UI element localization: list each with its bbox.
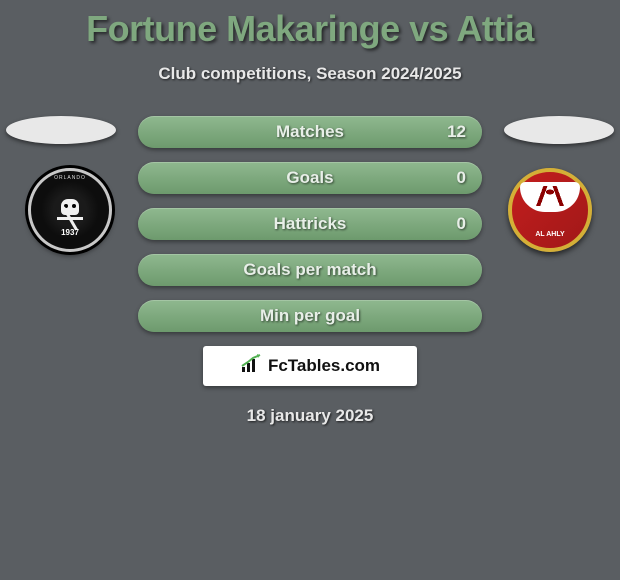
- eagle-icon: [528, 186, 572, 206]
- stat-row-hattricks: Hattricks 0: [138, 208, 482, 240]
- stat-row-matches: Matches 12: [138, 116, 482, 148]
- crossbones-icon: [57, 217, 83, 220]
- right-club-badge: AL AHLY: [508, 168, 592, 252]
- right-badge-text: AL AHLY: [512, 231, 588, 238]
- subtitle: Club competitions, Season 2024/2025: [0, 64, 620, 84]
- stat-right-value: 0: [457, 214, 466, 234]
- right-shadow-oval: [504, 116, 614, 144]
- left-shadow-oval: [6, 116, 116, 144]
- stat-label: Goals per match: [243, 260, 376, 280]
- stat-right-value: 0: [457, 168, 466, 188]
- stat-row-goals-per-match: Goals per match: [138, 254, 482, 286]
- left-badge-year: 1937: [31, 228, 109, 237]
- main-area: ORLANDO 1937 AL AHLY Matches 12 Goals 0 …: [0, 116, 620, 426]
- stat-label: Min per goal: [260, 306, 360, 326]
- chart-icon: [240, 354, 264, 379]
- date-text: 18 january 2025: [0, 406, 620, 426]
- stat-label: Matches: [276, 122, 344, 142]
- comparison-card: Fortune Makaringe vs Attia Club competit…: [0, 0, 620, 426]
- stat-label: Hattricks: [274, 214, 347, 234]
- stat-row-goals: Goals 0: [138, 162, 482, 194]
- left-badge-ring-text: ORLANDO: [31, 175, 109, 181]
- stats-list: Matches 12 Goals 0 Hattricks 0 Goals per…: [138, 116, 482, 332]
- stat-row-min-per-goal: Min per goal: [138, 300, 482, 332]
- logo-text: FcTables.com: [268, 356, 380, 376]
- left-club-badge: ORLANDO 1937: [28, 168, 112, 252]
- fctables-logo[interactable]: FcTables.com: [203, 346, 417, 386]
- stat-label: Goals: [286, 168, 333, 188]
- page-title: Fortune Makaringe vs Attia: [0, 8, 620, 50]
- stat-right-value: 12: [447, 122, 466, 142]
